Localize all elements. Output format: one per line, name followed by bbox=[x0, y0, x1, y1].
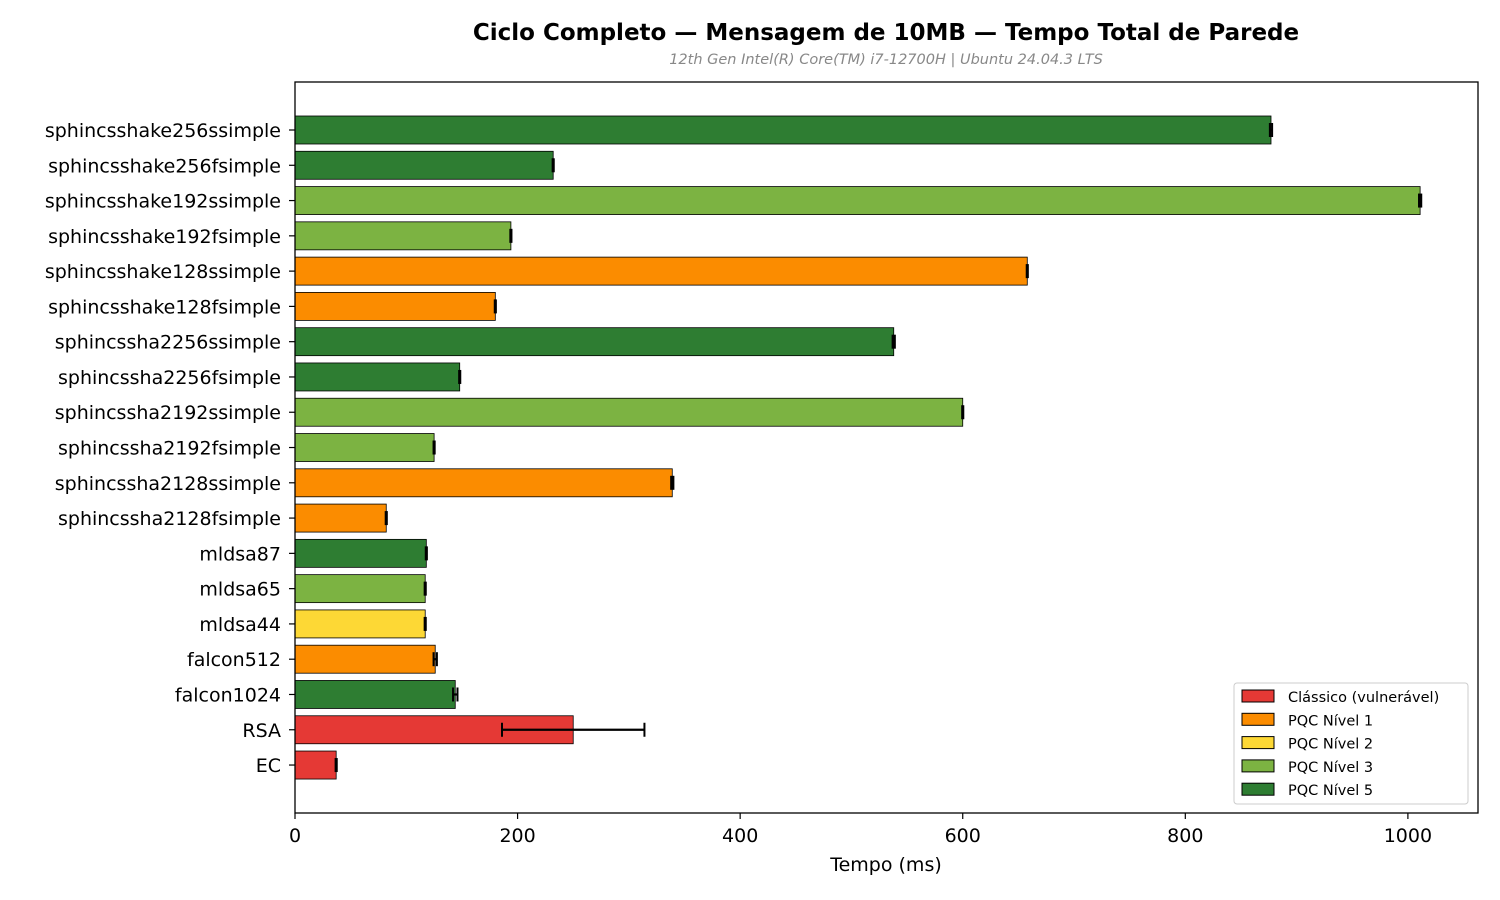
y-tick-label: sphincssha2256ssimple bbox=[55, 332, 281, 354]
legend-swatch bbox=[1241, 782, 1275, 796]
bar-falcon512 bbox=[294, 644, 436, 674]
x-tick-label: 400 bbox=[722, 825, 758, 847]
error-bar-sphincssha2192ssimple bbox=[961, 405, 965, 420]
error-bar-falcon1024 bbox=[452, 687, 459, 702]
x-tick-label: 600 bbox=[945, 825, 981, 847]
x-tick-label: 0 bbox=[289, 825, 301, 847]
y-tick-label: falcon512 bbox=[187, 649, 281, 671]
bar-sphincsshake192ssimple bbox=[294, 186, 1421, 215]
bar-sphincssha2128ssimple bbox=[294, 468, 673, 498]
legend-label: PQC Nível 5 bbox=[1288, 783, 1373, 799]
legend-label: PQC Nível 1 bbox=[1288, 713, 1373, 729]
y-tick-label: EC bbox=[256, 755, 281, 777]
legend-item: PQC Nível 5 bbox=[1241, 782, 1373, 799]
y-tick-label: sphincssha2192fsimple bbox=[58, 438, 281, 460]
legend-swatch bbox=[1241, 759, 1275, 773]
error-bar-sphincssha2128ssimple bbox=[670, 475, 675, 490]
bar-sphincsshake256fsimple bbox=[294, 150, 554, 180]
legend-swatch bbox=[1241, 736, 1275, 750]
error-bar-sphincssha2128fsimple bbox=[384, 511, 388, 526]
error-bar-mldsa44 bbox=[423, 616, 427, 631]
error-bar-sphincsshake256fsimple bbox=[551, 158, 555, 173]
error-bar-RSA bbox=[500, 722, 646, 737]
y-tick-label: sphincssha2128fsimple bbox=[58, 508, 281, 530]
error-bar-sphincsshake256ssimple bbox=[1268, 123, 1274, 137]
error-bar-sphincssha2256ssimple bbox=[891, 334, 896, 349]
bar-sphincsshake256ssimple bbox=[294, 115, 1272, 145]
error-bar-EC bbox=[334, 758, 338, 773]
legend-swatch bbox=[1241, 689, 1275, 703]
bar-mldsa87 bbox=[294, 538, 427, 568]
x-tick-label: 1000 bbox=[1384, 825, 1432, 847]
legend-label: Clássico (vulnerável) bbox=[1288, 690, 1439, 706]
error-bar-sphincssha2192fsimple bbox=[432, 440, 436, 455]
legend-box bbox=[1233, 682, 1469, 805]
bar-sphincssha2192ssimple bbox=[294, 397, 964, 427]
legend-label: PQC Nível 2 bbox=[1288, 737, 1373, 753]
y-tick-label: sphincsshake128ssimple bbox=[45, 261, 281, 283]
chart-subtitle: 12th Gen Intel(R) Core(TM) i7-12700H | U… bbox=[669, 52, 1103, 68]
y-tick-label: sphincssha2192ssimple bbox=[55, 402, 281, 424]
y-tick-label: sphincsshake256fsimple bbox=[48, 155, 281, 177]
legend-item: PQC Nível 1 bbox=[1241, 712, 1373, 729]
error-bar-mldsa65 bbox=[423, 581, 427, 596]
legend: Clássico (vulnerável) PQC Nível 1 PQC Níve… bbox=[1233, 682, 1469, 805]
bar-sphincssha2192fsimple bbox=[294, 433, 435, 462]
y-tick-label: sphincsshake256ssimple bbox=[45, 120, 281, 142]
bar-sphincsshake128fsimple bbox=[294, 291, 496, 321]
y-tick-label: RSA bbox=[242, 720, 281, 742]
error-bar-mldsa87 bbox=[424, 546, 428, 561]
x-tick-label: 200 bbox=[499, 825, 535, 847]
x-tick-label: 800 bbox=[1167, 825, 1203, 847]
legend-label: PQC Nível 3 bbox=[1288, 760, 1373, 776]
bar-falcon1024 bbox=[294, 680, 456, 709]
legend-item: Clássico (vulnerável) bbox=[1241, 689, 1439, 706]
y-tick-label: sphincssha2256fsimple bbox=[58, 367, 281, 389]
error-bar-sphincsshake128ssimple bbox=[1025, 264, 1029, 279]
error-bar-sphincsshake192ssimple bbox=[1418, 193, 1423, 208]
bar-sphincsshake192fsimple bbox=[294, 221, 512, 251]
legend-item: PQC Nível 3 bbox=[1241, 759, 1373, 776]
x-axis-label: Tempo (ms) bbox=[829, 854, 942, 876]
error-bar-falcon512 bbox=[432, 652, 438, 667]
y-tick-label: falcon1024 bbox=[175, 684, 281, 706]
error-bar-sphincssha2256fsimple bbox=[458, 369, 462, 384]
bar-EC bbox=[294, 750, 337, 780]
bar-sphincssha2256ssimple bbox=[294, 327, 895, 357]
bar-mldsa44 bbox=[294, 609, 426, 639]
error-bar-sphincsshake128fsimple bbox=[493, 299, 497, 314]
y-tick-label: mldsa65 bbox=[199, 579, 281, 601]
error-bars-layer bbox=[334, 123, 1423, 773]
bar-sphincssha2128fsimple bbox=[294, 503, 387, 533]
y-tick-label: mldsa44 bbox=[199, 614, 281, 636]
y-tick-label: sphincsshake128fsimple bbox=[48, 296, 281, 318]
bar-sphincsshake128ssimple bbox=[294, 256, 1028, 286]
y-tick-label: sphincsshake192fsimple bbox=[48, 226, 281, 248]
error-bar-sphincsshake192fsimple bbox=[509, 228, 513, 243]
x-axis: 0 200 400 600 800 1000 bbox=[289, 813, 1432, 847]
legend-item: PQC Nível 2 bbox=[1241, 736, 1373, 753]
bars-layer bbox=[294, 115, 1421, 780]
legend-swatch bbox=[1241, 712, 1275, 726]
bar-sphincssha2256fsimple bbox=[294, 362, 461, 392]
bar-mldsa65 bbox=[294, 574, 426, 604]
y-axis: sphincsshake256ssimple sphincsshake256fsi… bbox=[45, 120, 295, 777]
y-tick-label: sphincsshake192ssimple bbox=[45, 191, 281, 213]
y-tick-label: mldsa87 bbox=[199, 543, 281, 565]
y-tick-label: sphincssha2128ssimple bbox=[55, 473, 281, 495]
chart-title: Ciclo Completo — Mensagem de 10MB — Temp… bbox=[473, 20, 1299, 46]
